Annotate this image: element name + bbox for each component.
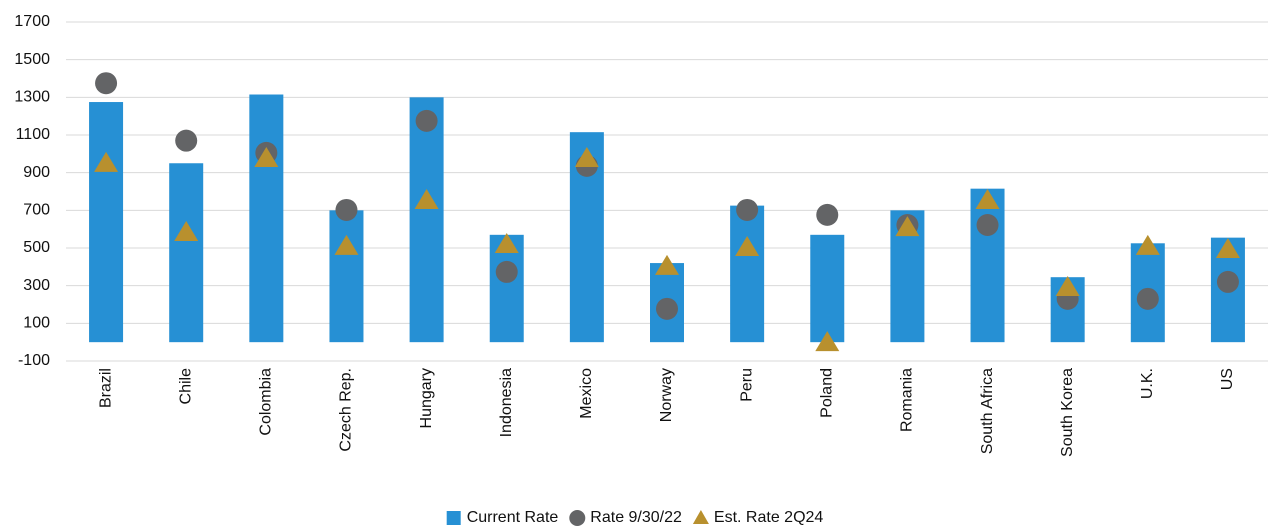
triangle-marker <box>1135 234 1160 255</box>
triangle-marker <box>574 146 599 167</box>
x-tick-label: US <box>1219 368 1236 390</box>
y-tick-label: 900 <box>23 164 50 181</box>
triangle-marker <box>254 146 279 167</box>
triangle-marker <box>975 188 1000 209</box>
bar <box>970 188 1005 343</box>
y-tick-label: 500 <box>23 239 50 256</box>
triangle-marker <box>895 216 920 237</box>
bar <box>810 234 845 343</box>
legend-swatch <box>569 510 586 526</box>
legend-swatch <box>446 511 461 525</box>
bar <box>89 102 124 343</box>
x-tick-label: Indonesia <box>498 368 515 437</box>
circle-marker <box>415 109 438 132</box>
x-tick-label: Peru <box>738 368 755 402</box>
circle-marker <box>335 198 358 221</box>
x-tick-label: Romania <box>899 368 916 432</box>
y-tick-label: 700 <box>23 202 50 219</box>
x-tick-label: Hungary <box>418 368 435 428</box>
legend: Current Rate Rate 9/30/22 Est. Rate 2Q24 <box>446 509 823 526</box>
circle-marker <box>656 297 678 320</box>
bar <box>169 163 204 343</box>
legend-label: Rate 9/30/22 <box>590 509 682 526</box>
bar <box>409 97 444 343</box>
triangle-marker <box>655 254 679 275</box>
triangle-marker <box>1055 275 1080 296</box>
triangle-marker <box>494 233 519 254</box>
x-tick-label: Chile <box>177 368 194 405</box>
circle-marker <box>736 198 759 221</box>
x-tick-label: Mexico <box>578 368 595 419</box>
triangle-marker <box>815 331 840 352</box>
circle-marker <box>1216 270 1239 293</box>
legend-swatch <box>692 510 709 524</box>
circle-marker <box>95 72 118 95</box>
triangle-marker <box>174 220 199 241</box>
y-tick-label: 100 <box>23 315 50 332</box>
x-tick-label: Czech Rep. <box>338 368 355 452</box>
y-tick-label: 1500 <box>14 51 50 68</box>
x-tick-label: South Africa <box>979 368 996 454</box>
y-tick-label: 1100 <box>16 126 51 143</box>
x-tick-label: Poland <box>818 368 835 418</box>
y-tick-label: -100 <box>18 352 50 369</box>
x-tick-label: Brazil <box>97 368 114 408</box>
triangle-marker <box>1215 237 1240 258</box>
x-tick-label: South Korea <box>1059 368 1076 457</box>
bar <box>730 205 765 343</box>
legend-label: Current Rate <box>467 509 559 526</box>
triangle-marker <box>94 151 119 172</box>
triangle-marker <box>735 236 760 257</box>
x-tick-label: Norway <box>658 368 675 422</box>
circle-marker <box>1136 287 1159 310</box>
y-tick-label: 1300 <box>14 89 50 106</box>
x-tick-label: Colombia <box>258 368 275 436</box>
circle-marker <box>495 260 518 283</box>
y-tick-label: 300 <box>23 277 50 294</box>
bar <box>329 210 364 343</box>
circle-marker <box>175 129 198 152</box>
x-tick-label: U.K. <box>1139 368 1156 399</box>
bar <box>249 94 284 343</box>
y-tick-label: 1700 <box>14 13 50 30</box>
triangle-marker <box>334 234 359 255</box>
triangle-marker <box>414 188 439 209</box>
circle-marker <box>816 203 839 226</box>
legend-label: Est. Rate 2Q24 <box>714 509 823 526</box>
circle-marker <box>976 214 999 237</box>
